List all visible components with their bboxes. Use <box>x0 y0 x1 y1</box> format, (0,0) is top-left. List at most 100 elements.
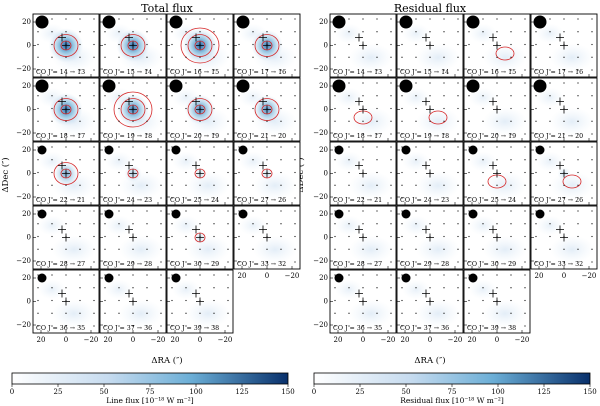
contour-line <box>194 40 206 51</box>
source-marker <box>58 161 66 170</box>
transition-label: CO J = 39 → 38 <box>170 325 219 332</box>
sample-dot <box>524 56 526 58</box>
sample-dot <box>457 56 459 58</box>
sample-dot <box>79 299 81 302</box>
sample-dot <box>146 274 148 276</box>
sample-dot <box>591 235 593 238</box>
sample-dot <box>468 171 470 174</box>
sample-dot <box>362 197 364 199</box>
sample-dot <box>146 31 148 33</box>
faint-emission <box>483 171 527 200</box>
transition-label: CO J = 20 → 19 <box>467 133 516 140</box>
x-tick-label: 0 <box>131 336 135 344</box>
sample-dot <box>93 159 95 161</box>
map-cell: CO J = 15 → 14 <box>99 13 167 78</box>
sample-dot <box>132 223 134 225</box>
sample-dot <box>390 235 392 238</box>
sample-dot <box>252 235 254 238</box>
sample-dot <box>457 299 459 302</box>
sample-dot <box>549 197 551 199</box>
sample-dot <box>401 184 403 186</box>
sample-dot <box>362 120 364 122</box>
sample-dot <box>104 159 106 161</box>
sample-dot <box>104 274 106 276</box>
sample-dot <box>160 107 162 110</box>
sample-dot <box>468 184 470 186</box>
sample-dot <box>376 56 378 58</box>
map-cell-frame <box>99 205 167 270</box>
sample-dot <box>401 159 403 161</box>
sample-dot <box>496 82 498 84</box>
sample-dot <box>362 312 364 314</box>
faint-emission <box>550 235 594 264</box>
sample-dot <box>227 146 229 148</box>
sample-dot <box>93 82 95 84</box>
sample-dot <box>213 56 215 58</box>
sample-dot <box>294 56 296 58</box>
source-marker <box>560 169 568 178</box>
sample-dot <box>160 56 162 58</box>
sample-dot <box>376 235 378 238</box>
faint-emission <box>172 215 200 236</box>
sample-dot <box>185 120 187 122</box>
sample-dot <box>348 274 350 276</box>
sample-dot <box>482 287 484 289</box>
sample-dot <box>482 312 484 314</box>
sample-dot <box>79 274 81 276</box>
sample-dot <box>348 159 350 161</box>
sample-dot <box>51 18 53 20</box>
sample-dot <box>376 287 378 289</box>
sample-dot <box>376 171 378 174</box>
sample-dot <box>37 184 39 186</box>
map-cell: CO J = 16 → 15 <box>166 13 234 78</box>
beam-circle <box>104 273 114 283</box>
sample-dot <box>496 223 498 225</box>
sample-dot <box>496 261 498 263</box>
sample-dot <box>213 312 215 314</box>
sample-dot <box>294 43 296 46</box>
source-marker <box>196 41 204 50</box>
sample-dot <box>104 287 106 289</box>
faint-emission <box>550 107 594 136</box>
sample-dot <box>443 312 445 314</box>
contour-line <box>127 104 139 115</box>
sample-dot <box>160 197 162 199</box>
sample-dot <box>118 223 120 225</box>
sample-dot <box>549 146 551 148</box>
sample-dot <box>524 159 526 161</box>
sample-dot <box>577 56 579 58</box>
sample-dot <box>362 146 364 148</box>
sample-dot <box>37 299 39 302</box>
sample-dot <box>146 133 148 135</box>
contour-line <box>254 34 280 57</box>
sample-dot <box>104 299 106 302</box>
sample-dot <box>390 261 392 263</box>
sample-dot <box>294 120 296 122</box>
map-cell: CO J = 14 → 13 20 0 −20 <box>313 13 397 78</box>
sample-dot <box>213 69 215 71</box>
map-cell: CO J = 37 → 36 20 0 −20 <box>99 269 167 344</box>
sample-dot <box>185 82 187 84</box>
sample-dot <box>429 159 431 161</box>
sample-dot <box>37 261 39 263</box>
faint-emission <box>119 235 163 264</box>
sample-dot <box>563 159 565 161</box>
sample-dot <box>238 120 240 122</box>
sample-dot <box>199 197 201 199</box>
beam-circle <box>35 79 49 93</box>
sample-dot <box>213 287 215 289</box>
sample-dot <box>496 312 498 314</box>
sample-dot <box>362 56 364 58</box>
sample-dot <box>280 248 282 250</box>
map-cell: CO J = 21 → 20 <box>233 77 301 142</box>
y-tick-label: −20 <box>313 65 328 73</box>
sample-dot <box>294 197 296 199</box>
sample-dot <box>510 223 512 225</box>
sample-dot <box>468 69 470 71</box>
sample-dot <box>51 184 53 186</box>
sample-dot <box>51 274 53 276</box>
sample-dot <box>227 223 229 225</box>
sample-dot <box>171 69 173 71</box>
sample-dot <box>401 31 403 33</box>
